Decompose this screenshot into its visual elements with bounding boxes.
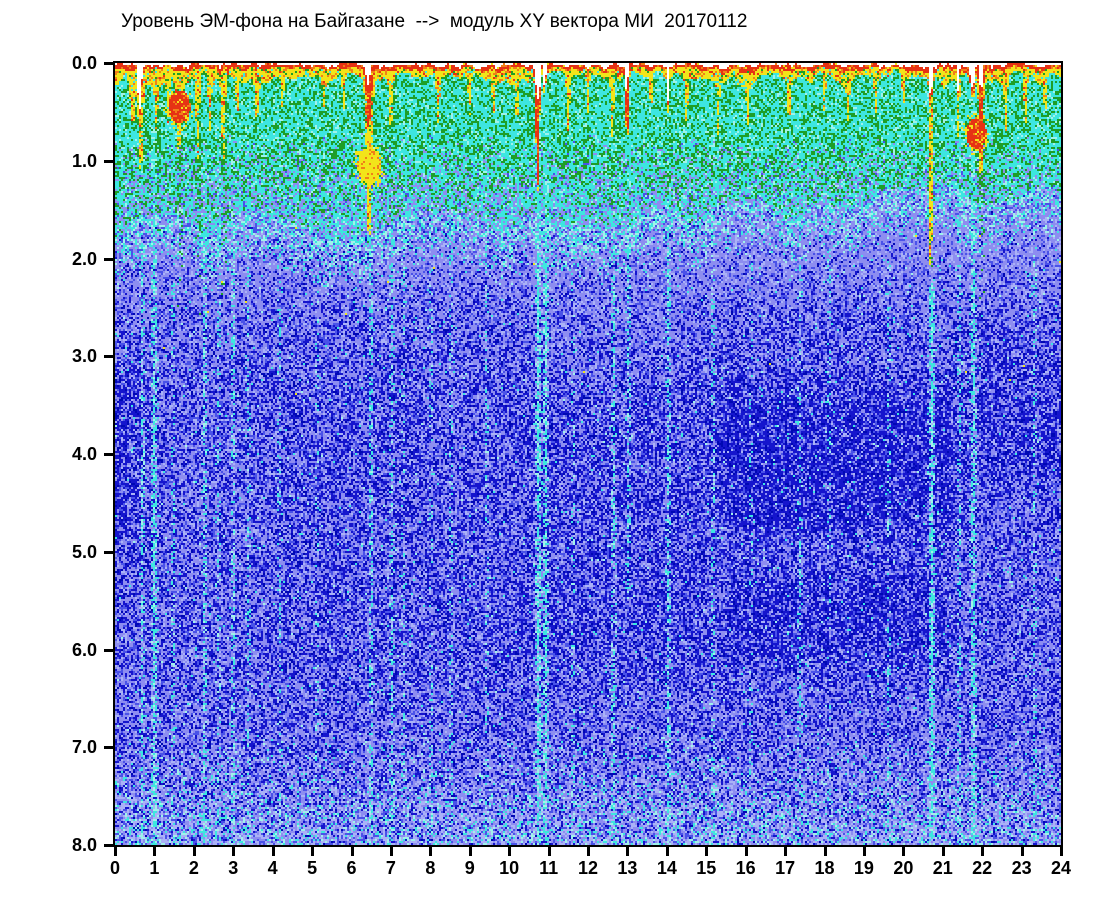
y-tick-mark [104,550,113,554]
x-tick-label: 21 [932,858,953,878]
y-tick-mark [104,746,113,750]
y-tick-label: 5.0 [71,541,97,562]
x-tick-mark [1020,847,1024,856]
x-tick-label: 13 [617,858,638,878]
x-tick-mark [114,847,117,856]
x-tick-label: 4 [267,858,278,878]
x-tick-mark [587,847,590,856]
x-tick-label: 12 [577,858,599,878]
x-axis: 0 1 2 3 4 5 6 7 8 9 10 11 12 13 14 15 16 17 18 19 20 21 22 23 24 [110,847,1071,892]
x-tick-label: 22 [972,858,993,878]
x-tick-label: 0 [109,858,121,878]
x-tick-label: 15 [696,858,717,878]
x-tick-mark [626,847,630,856]
x-tick-label: 24 [1050,858,1072,878]
y-tick-label: 3.0 [71,346,97,367]
x-tick-mark [232,847,236,856]
x-tick-mark [547,847,551,856]
y-tick-mark [104,355,113,359]
x-tick-label: 9 [464,858,475,878]
x-tick-label: 6 [346,858,357,878]
x-tick-label: 20 [893,858,914,878]
plot-frame [113,61,1063,847]
y-tick-label: 0.0 [71,53,97,73]
y-tick-label: 1.0 [71,150,97,171]
x-tick-label: 11 [539,858,559,878]
spectrogram-canvas [115,63,1061,845]
y-tick-label: 6.0 [71,639,97,660]
x-tick-mark [468,847,472,856]
y-tick-label: 8.0 [71,835,97,855]
y-tick-mark [104,257,113,261]
x-tick-mark [311,847,315,856]
x-tick-mark [508,847,512,856]
y-tick-mark [104,648,113,652]
x-tick-mark [192,847,196,856]
x-tick-label: 7 [385,858,396,878]
x-tick-mark [429,847,433,856]
x-tick-mark [153,847,157,856]
y-tick-mark [104,453,113,456]
x-tick-label: 16 [735,858,756,878]
y-tick-mark [104,62,113,65]
x-tick-label: 5 [307,858,318,878]
x-tick-mark [1060,847,1063,856]
x-tick-mark [784,847,788,856]
x-tick-label: 14 [656,858,677,878]
x-tick-label: 2 [188,858,199,878]
x-tick-mark [389,847,393,856]
x-tick-label: 10 [499,858,520,878]
x-tick-mark [981,847,985,856]
x-tick-mark [902,847,906,856]
x-tick-label: 23 [1011,858,1032,878]
x-tick-mark [350,847,354,856]
x-tick-mark [941,847,945,856]
x-tick-mark [271,847,275,856]
x-tick-label: 19 [853,858,874,878]
x-tick-label: 1 [149,858,160,878]
x-tick-mark [823,847,827,856]
y-tick-mark [104,844,113,847]
y-tick-label: 7.0 [71,737,97,758]
y-tick-label: 4.0 [71,444,97,464]
x-tick-label: 3 [228,858,239,878]
x-tick-mark [862,847,866,856]
x-tick-label: 18 [814,858,835,878]
x-tick-label: 17 [775,858,796,878]
x-tick-label: 8 [425,858,436,878]
x-tick-mark [744,847,748,856]
chart-title: Уровень ЭМ-фона на Байгазане --> модуль … [121,11,748,32]
y-axis: 0.0 1.0 2.0 3.0 4.0 5.0 6.0 7.0 8.0 [0,53,113,855]
y-tick-mark [104,159,113,163]
x-tick-mark [705,847,709,856]
y-tick-label: 2.0 [71,248,97,269]
x-tick-mark [665,847,669,856]
